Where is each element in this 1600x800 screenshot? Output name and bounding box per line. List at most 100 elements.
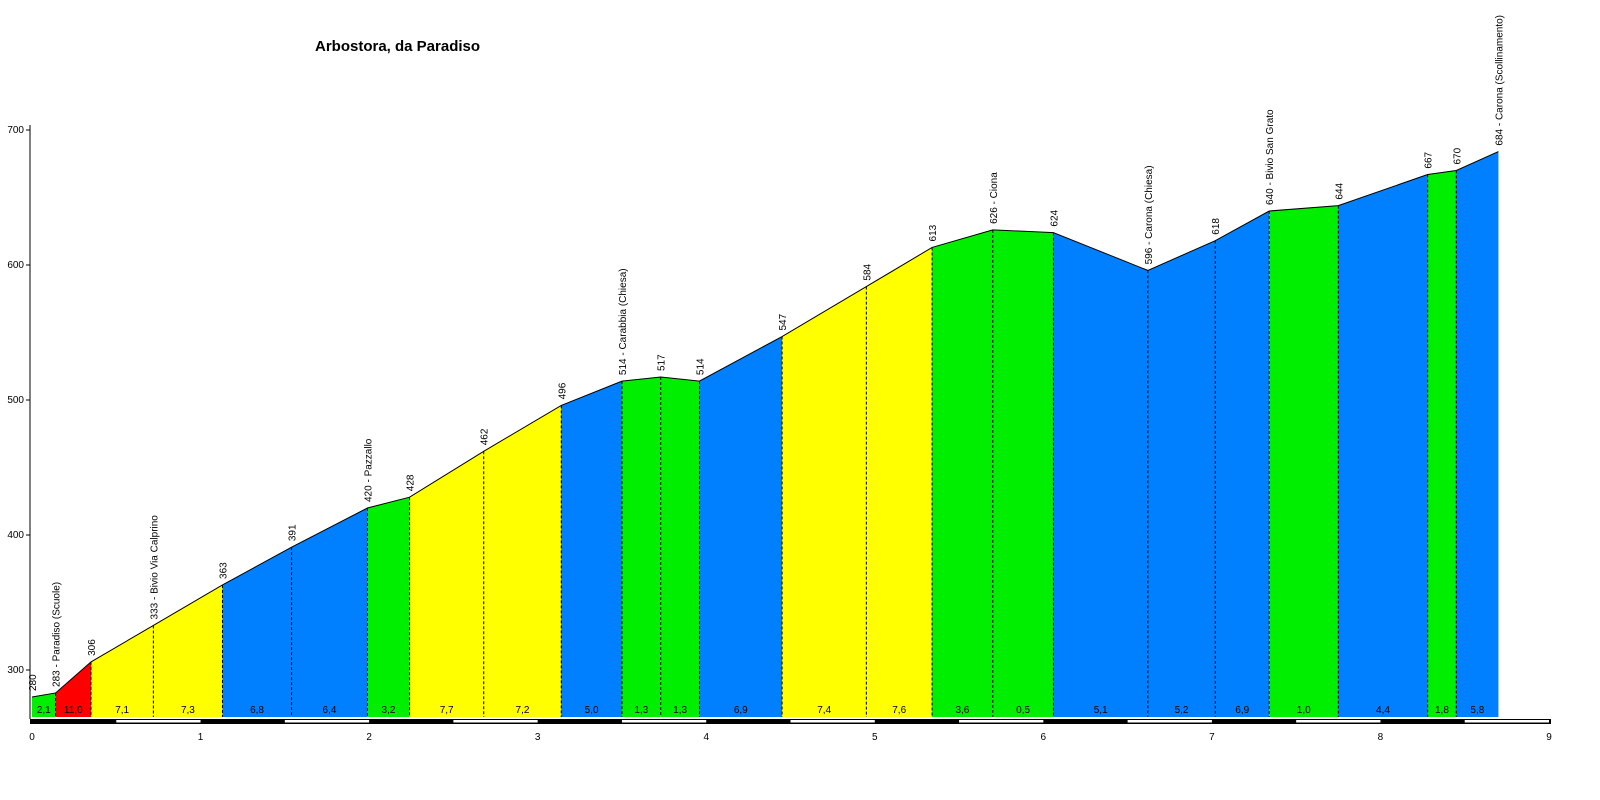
point-label: 420 - Pazzallo xyxy=(363,438,374,502)
y-tick-label: 700 xyxy=(7,125,24,136)
profile-segment xyxy=(1215,211,1270,717)
profile-segment xyxy=(291,508,368,717)
point-label: 613 xyxy=(928,224,939,241)
gradient-label: 3,2 xyxy=(382,705,396,716)
point-label: 280 xyxy=(28,674,39,691)
profile-segment xyxy=(1427,170,1457,717)
gradient-label: 7,7 xyxy=(440,705,454,716)
gradient-labels-group: 2,1 11,0 7,1 7,3 6,8 6,4 3,2 7,7 7,2 5,0 1,3 1,3 6,9… xyxy=(37,705,1485,716)
x-tick-label: 0 xyxy=(29,732,35,743)
point-labels-group: 280 283 - Paradiso (Scuole) 306 333 - Bivio… xyxy=(28,15,1505,691)
point-label: 667 xyxy=(1424,151,1435,168)
x-tick-label: 5 xyxy=(872,732,878,743)
gradient-label: 1,3 xyxy=(634,705,648,716)
gradient-label: 7,6 xyxy=(892,705,906,716)
x-axis-stripe xyxy=(284,720,370,723)
x-axis-stripe xyxy=(959,720,1044,723)
point-label: 684 - Carona (Scollinamento) xyxy=(1494,15,1505,146)
point-label: 514 - Carabbia (Chiesa) xyxy=(618,268,629,375)
point-label: 283 - Paradiso (Scuole) xyxy=(52,582,63,687)
profile-segment xyxy=(866,247,933,717)
point-label: 514 xyxy=(695,358,706,375)
x-tick-label: 2 xyxy=(366,732,372,743)
x-axis-stripe xyxy=(1127,720,1212,723)
gradient-label: 1,0 xyxy=(1297,705,1311,716)
profile-segment xyxy=(367,497,410,717)
gradient-label: 6,9 xyxy=(734,705,748,716)
point-label: 670 xyxy=(1452,147,1463,164)
gradient-label: 7,1 xyxy=(115,705,129,716)
profile-segment xyxy=(90,625,154,717)
gradient-label: 7,4 xyxy=(817,705,831,716)
profile-segment xyxy=(1269,205,1339,717)
profile-fill-group xyxy=(31,151,1499,718)
point-label: 584 xyxy=(862,263,873,280)
profile-segment xyxy=(621,377,661,717)
point-label: 644 xyxy=(1334,182,1345,199)
segment-dividers-group xyxy=(55,170,1457,717)
gradient-label: 6,8 xyxy=(250,705,264,716)
x-tick-label: 4 xyxy=(703,732,709,743)
gradient-label: 11,0 xyxy=(64,705,83,716)
point-label: 517 xyxy=(657,354,668,371)
gradient-label: 5,0 xyxy=(585,705,599,716)
gradient-label: 2,1 xyxy=(37,705,51,716)
profile-segment xyxy=(1053,232,1148,717)
x-tick-label: 7 xyxy=(1209,732,1215,743)
x-axis-stripe xyxy=(116,720,201,723)
profile-segment xyxy=(55,661,91,717)
profile-segment xyxy=(699,336,783,717)
profile-segment xyxy=(409,451,484,717)
gradient-label: 6,4 xyxy=(323,705,337,716)
gradient-label: 1,8 xyxy=(1435,705,1449,716)
x-axis-stripe xyxy=(790,720,875,723)
point-label: 462 xyxy=(480,428,491,445)
profile-segment xyxy=(1456,151,1499,718)
y-tick-label: 600 xyxy=(7,260,24,271)
point-label: 306 xyxy=(87,639,98,656)
point-label: 618 xyxy=(1211,218,1222,235)
x-tick-label: 1 xyxy=(198,732,204,743)
point-label: 626 - Ciona xyxy=(989,172,1000,224)
point-label: 596 - Carona (Chiesa) xyxy=(1144,165,1155,264)
x-tick-label: 8 xyxy=(1378,732,1384,743)
profile-segment xyxy=(32,692,56,717)
point-label: 363 xyxy=(218,562,229,579)
gradient-label: 5,8 xyxy=(1470,705,1484,716)
profile-segment xyxy=(483,405,562,717)
axes-group: 300 400 500 600 700 0 1 2 3 4 5 6 7 8 9 xyxy=(7,125,1552,743)
point-label: 428 xyxy=(406,474,417,491)
profile-segment xyxy=(782,286,867,717)
point-label: 333 - Bivio Via Calprino xyxy=(149,515,160,620)
profile-segment xyxy=(992,229,1054,717)
profile-segment xyxy=(561,381,622,717)
x-tick-label: 9 xyxy=(1546,732,1552,743)
point-label: 391 xyxy=(288,524,299,541)
gradient-label: 5,2 xyxy=(1175,705,1189,716)
gradient-label: 6,9 xyxy=(1235,705,1249,716)
point-label: 640 - Bivio San Grato xyxy=(1265,109,1276,205)
x-axis-stripe xyxy=(1464,720,1549,723)
point-label: 624 xyxy=(1049,209,1060,226)
gradient-label: 7,3 xyxy=(181,705,195,716)
chart-title: Arbostora, da Paradiso xyxy=(315,38,481,55)
point-label: 547 xyxy=(778,313,789,330)
x-tick-label: 6 xyxy=(1041,732,1047,743)
x-tick-label: 3 xyxy=(535,732,541,743)
y-tick-label: 400 xyxy=(7,530,24,541)
profile-segment xyxy=(1147,240,1216,717)
gradient-label: 3,6 xyxy=(955,705,969,716)
y-tick-label: 300 xyxy=(7,665,24,676)
profile-segment xyxy=(1338,174,1428,718)
gradient-label: 1,3 xyxy=(673,705,687,716)
gradient-label: 7,2 xyxy=(516,705,530,716)
y-tick-label: 500 xyxy=(7,395,24,406)
x-axis-stripe xyxy=(1296,720,1381,723)
profile-segment xyxy=(153,584,223,717)
profile-segment xyxy=(932,229,993,717)
gradient-label: 5,1 xyxy=(1094,705,1108,716)
point-label: 496 xyxy=(557,382,568,399)
gradient-label: 4,4 xyxy=(1376,705,1390,716)
profile-segment xyxy=(222,547,292,717)
